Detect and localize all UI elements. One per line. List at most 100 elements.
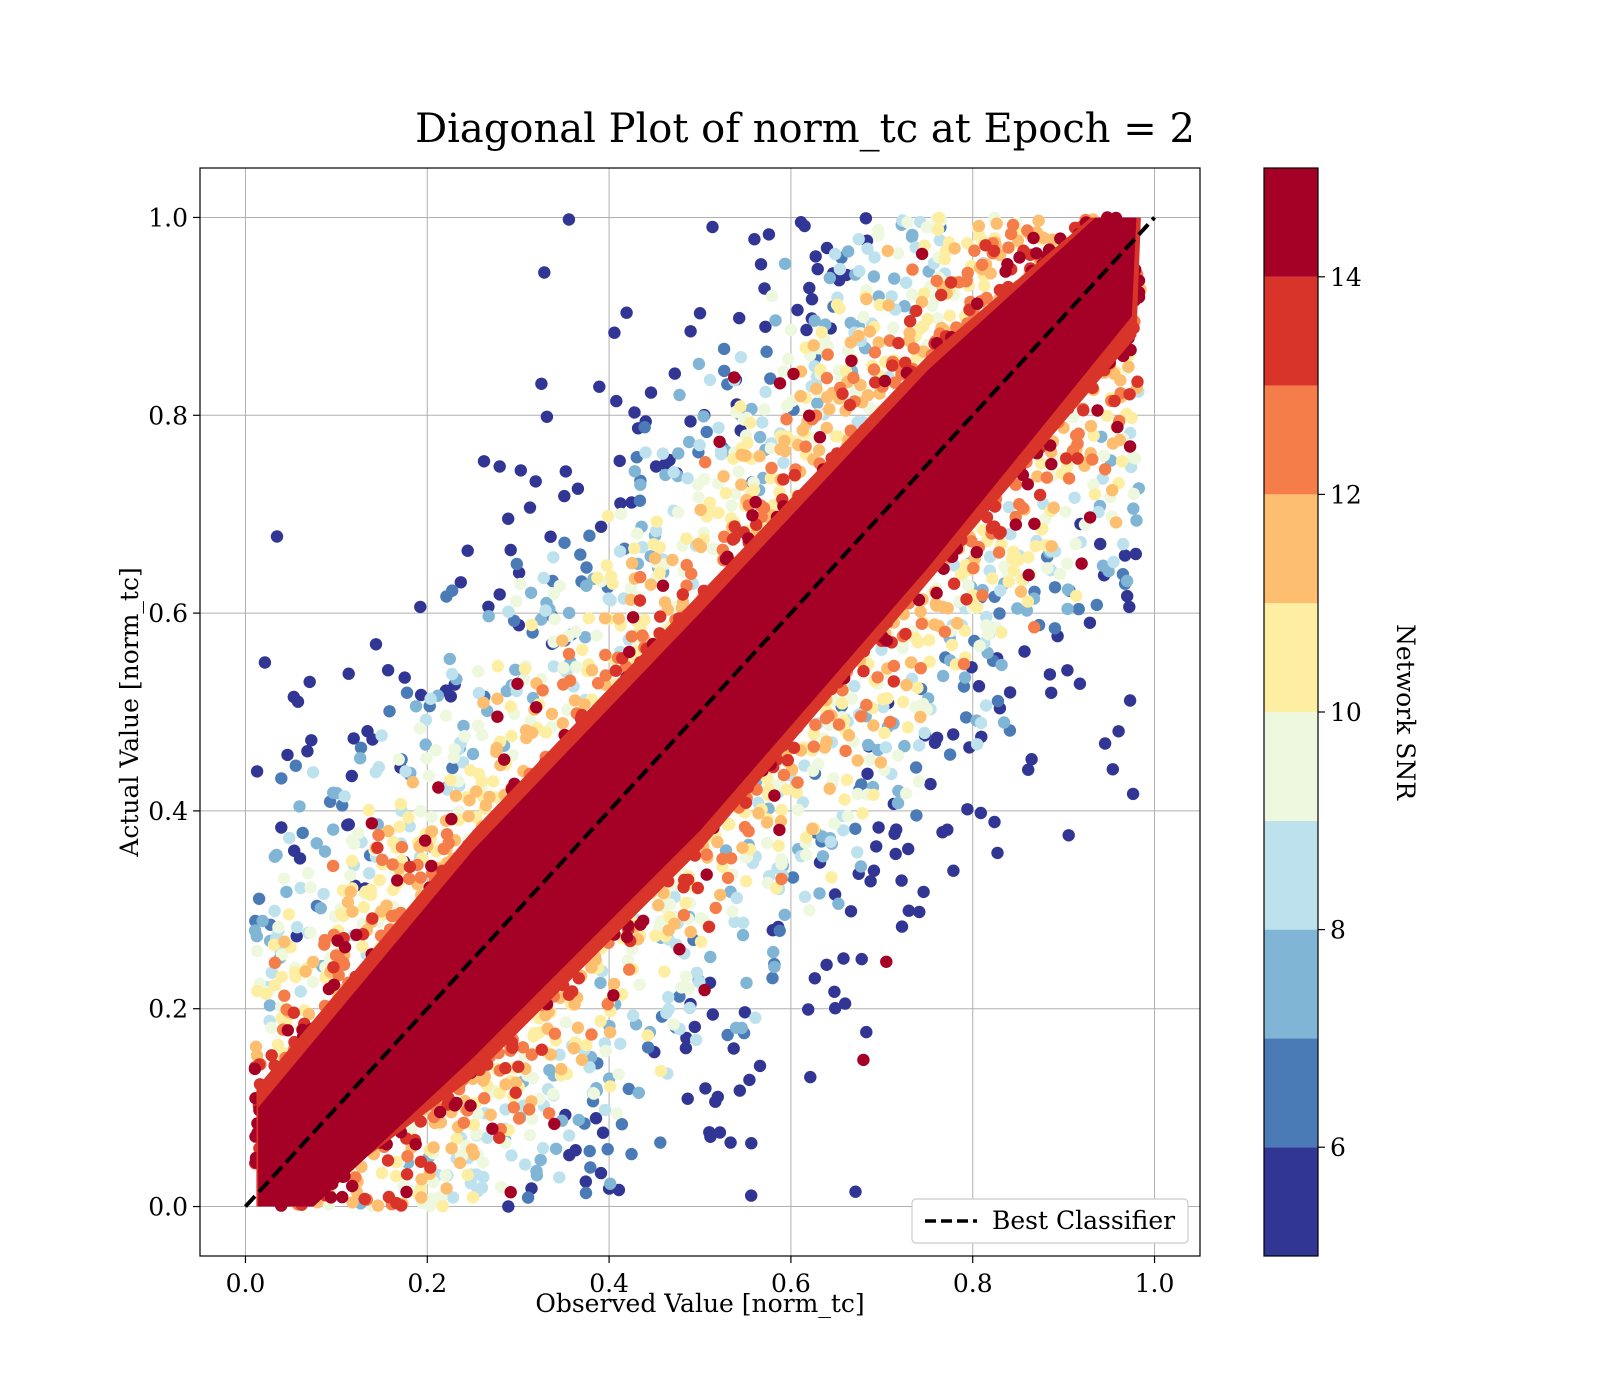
scatter-point bbox=[1112, 725, 1125, 738]
scatter-point bbox=[510, 557, 523, 571]
scatter-point bbox=[926, 299, 939, 312]
scatter-point bbox=[525, 618, 538, 632]
scatter-point bbox=[439, 1169, 452, 1182]
scatter-point bbox=[872, 336, 885, 349]
scatter-point bbox=[860, 292, 873, 306]
scatter-point bbox=[888, 376, 902, 389]
scatter-point bbox=[711, 835, 724, 849]
scatter-point bbox=[935, 288, 948, 302]
scatter-point bbox=[829, 430, 843, 443]
scatter-point bbox=[268, 904, 281, 918]
scatter-point bbox=[828, 817, 841, 830]
scatter-point bbox=[1097, 449, 1111, 462]
scatter-point bbox=[317, 887, 330, 901]
scatter-point bbox=[329, 949, 343, 962]
scatter-point bbox=[275, 821, 288, 834]
scatter-point bbox=[838, 997, 852, 1010]
scatter-point bbox=[530, 1164, 543, 1178]
scatter-point bbox=[414, 871, 427, 884]
scatter-point bbox=[903, 315, 917, 328]
scatter-point bbox=[777, 365, 790, 378]
scatter-point bbox=[409, 700, 423, 713]
scatter-point bbox=[631, 527, 644, 540]
scatter-point bbox=[523, 1129, 537, 1142]
scatter-point bbox=[382, 824, 395, 838]
legend-box bbox=[911, 1198, 1189, 1244]
scatter-point bbox=[507, 1101, 520, 1114]
y-tick-label: 0.0 bbox=[148, 1193, 188, 1222]
scatter-point bbox=[461, 1168, 474, 1182]
scatter-point bbox=[409, 1138, 422, 1151]
scatter-point bbox=[928, 618, 941, 631]
scatter-point bbox=[1123, 440, 1137, 453]
scatter-point bbox=[1129, 547, 1143, 561]
scatter-point bbox=[615, 1118, 629, 1131]
scatter-point bbox=[838, 793, 851, 806]
scatter-point bbox=[806, 764, 820, 777]
scatter-point bbox=[714, 448, 728, 461]
scatter-point bbox=[970, 601, 984, 614]
scatter-point bbox=[420, 752, 433, 765]
scatter-point bbox=[346, 905, 359, 918]
scatter-point bbox=[606, 577, 619, 590]
scatter-point bbox=[886, 359, 899, 372]
scatter-point bbox=[514, 577, 527, 591]
scatter-point bbox=[464, 1099, 477, 1112]
scatter-point bbox=[819, 712, 833, 725]
y-tick-label: 0.2 bbox=[148, 995, 188, 1024]
scatter-point bbox=[915, 247, 929, 261]
scatter-point bbox=[791, 303, 804, 317]
scatter-point bbox=[406, 776, 419, 789]
scatter-point bbox=[283, 831, 296, 845]
scatter-point bbox=[394, 797, 407, 811]
best-classifier-line bbox=[243, 216, 1157, 1208]
scatter-point bbox=[727, 1042, 740, 1055]
scatter-point bbox=[930, 731, 944, 744]
scatter-point bbox=[512, 1112, 526, 1125]
scatter-point bbox=[910, 304, 923, 318]
scatter-point bbox=[673, 388, 686, 402]
scatter-point bbox=[896, 695, 910, 709]
scatter-point bbox=[539, 604, 552, 617]
scatter-point bbox=[482, 600, 495, 613]
scatter-point bbox=[589, 1112, 603, 1125]
scatter-point bbox=[440, 828, 454, 841]
scatter-point bbox=[721, 818, 735, 832]
scatter-point bbox=[446, 761, 459, 775]
scatter-point bbox=[414, 804, 427, 818]
scatter-point bbox=[523, 1103, 536, 1116]
scatter-point bbox=[1098, 463, 1112, 476]
scatter-point bbox=[662, 991, 675, 1004]
scatter-point bbox=[978, 279, 991, 292]
scatter-point bbox=[961, 803, 974, 816]
scatter-point bbox=[775, 872, 788, 886]
scatter-point bbox=[1045, 457, 1058, 471]
scatter-point bbox=[356, 940, 369, 953]
scatter-point bbox=[557, 661, 570, 675]
scatter-point bbox=[1044, 439, 1057, 452]
scatter-point bbox=[607, 989, 620, 1002]
scatter-point bbox=[535, 1043, 548, 1056]
scatter-point bbox=[713, 435, 726, 448]
scatter-point bbox=[1009, 518, 1022, 531]
scatter-point bbox=[1071, 452, 1084, 465]
scatter-point bbox=[1002, 575, 1015, 588]
scatter-point bbox=[735, 478, 748, 491]
scatter-point bbox=[602, 592, 615, 605]
scatter-point bbox=[610, 1107, 623, 1120]
scatter-point bbox=[712, 506, 725, 519]
scatter-point bbox=[734, 351, 748, 364]
scatter-point bbox=[876, 693, 890, 706]
scatter-point bbox=[833, 302, 846, 315]
scatter-point bbox=[764, 471, 778, 485]
scatter-point bbox=[842, 245, 855, 258]
scatter-point bbox=[344, 885, 357, 899]
scatter-point bbox=[878, 374, 892, 388]
scatter-point bbox=[373, 873, 386, 887]
scatter-point bbox=[1083, 511, 1097, 524]
scatter-point bbox=[538, 266, 551, 279]
scatter-point bbox=[539, 1009, 552, 1022]
scatter-point bbox=[813, 431, 827, 444]
scatter-point bbox=[692, 491, 705, 504]
scatter-point bbox=[447, 751, 460, 764]
